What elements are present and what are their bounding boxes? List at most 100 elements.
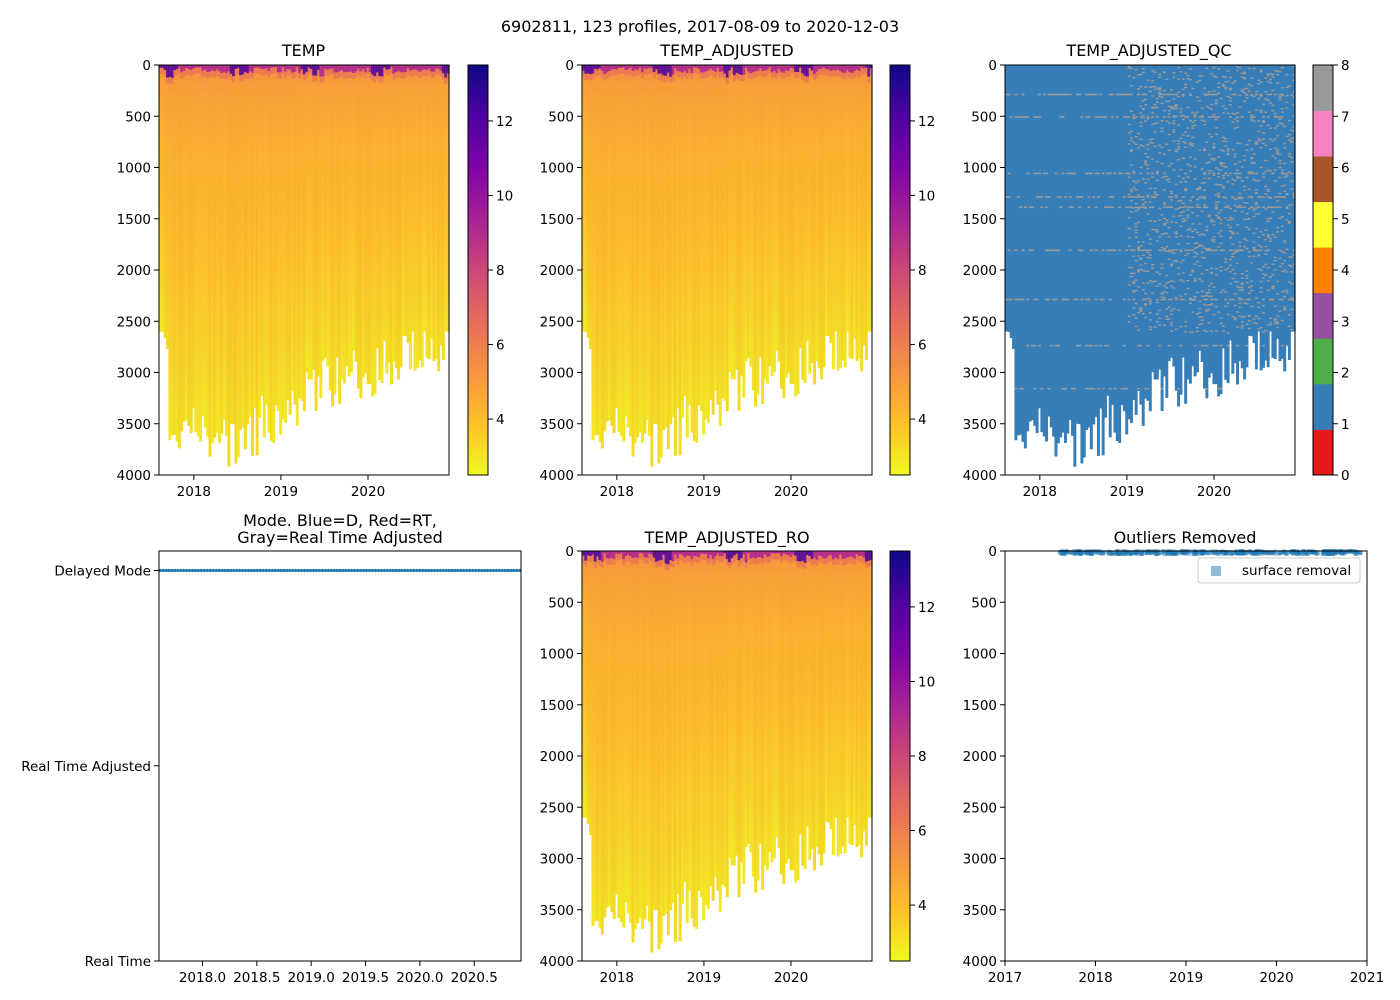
qc-flag-cell xyxy=(1292,297,1296,300)
outlier-point xyxy=(1324,551,1329,556)
qc-flag-cell xyxy=(1226,95,1230,98)
qc-flag-cell xyxy=(1021,387,1025,390)
temp-adjusted-ro-profile-shade xyxy=(652,551,656,910)
qc-flag-cell xyxy=(1134,136,1138,138)
temp-profile-shade xyxy=(250,65,254,456)
temp-profile-column xyxy=(255,65,259,456)
temp-adjusted-profile-shade xyxy=(615,65,618,409)
temp-adjusted-surface-cell xyxy=(586,65,590,74)
qc-flag-cell xyxy=(1151,176,1155,178)
temp-surface-cell xyxy=(364,65,368,73)
qc-flag-cell xyxy=(1134,236,1138,239)
temp-surface-transition xyxy=(182,70,186,77)
temp-adjusted-surface-transition xyxy=(619,68,623,75)
temp-adjusted-ro-surface-cell xyxy=(709,551,713,556)
qc-flag-cell xyxy=(1231,218,1235,220)
temp-adjusted-ro-surface-transition xyxy=(803,562,807,569)
qc-flag-cell xyxy=(1179,111,1183,113)
qc-flag-cell xyxy=(1191,311,1195,313)
mode-point xyxy=(187,568,192,573)
qc-flag-cell xyxy=(1023,206,1027,209)
qc-flag-cell xyxy=(1207,93,1211,96)
temp-surface-cell xyxy=(250,65,254,73)
mode-point xyxy=(394,568,398,573)
temp-adjusted-profile-column xyxy=(846,65,850,332)
temp-adjusted-surface-transition xyxy=(850,73,854,80)
qc-flag-cell xyxy=(1165,93,1169,96)
qc-flag-cell xyxy=(1290,308,1294,311)
qc-flag-cell xyxy=(1287,119,1291,122)
temp-profile-column xyxy=(243,65,247,450)
temp-adjusted-ro-surface-transition xyxy=(796,561,800,568)
qc-flag-cell xyxy=(1269,240,1273,242)
temp-adjusted-profile-column xyxy=(787,65,791,374)
temp-profile-shade xyxy=(382,65,386,341)
qc-flag-cell xyxy=(1052,249,1056,252)
qc-flag-cell xyxy=(1134,116,1138,118)
qc-flag-cell xyxy=(1139,121,1143,124)
temp-profile-column xyxy=(342,65,346,384)
qc-flag-cell xyxy=(1179,279,1183,281)
qc-flag-cell xyxy=(1172,131,1176,133)
outlier-point xyxy=(1128,551,1133,556)
qc-flag-cell xyxy=(1132,255,1136,257)
qc-flag-cell xyxy=(1162,203,1166,205)
qc-flag-cell xyxy=(1200,322,1204,325)
qc-flag-cell xyxy=(1193,124,1197,126)
temp-adjusted-ro-surface-transition xyxy=(730,557,734,565)
qc-profile-column xyxy=(1219,65,1223,395)
qc-flag-cell xyxy=(1273,115,1277,117)
qc-flag-cell xyxy=(1089,249,1093,252)
qc-flag-cell xyxy=(1219,163,1223,166)
qc-flag-cell xyxy=(1236,262,1240,264)
qc-flag-cell xyxy=(1160,102,1164,105)
temp-adjusted-surface-transition xyxy=(827,69,831,76)
temp-adjusted-ro-surface-transition xyxy=(683,557,687,564)
qc-flag-cell xyxy=(1137,93,1140,96)
temp-adjusted-ro-profile-column xyxy=(820,551,824,866)
temp-surface-cell xyxy=(291,65,294,73)
temp-adjusted-surface-cell xyxy=(678,65,682,72)
qc-flag-cell xyxy=(1155,87,1159,90)
qc-flag-cell xyxy=(1191,121,1195,124)
qc-flag-cell xyxy=(1139,258,1143,260)
temp-surface-transition xyxy=(375,72,379,79)
qc-profile-column xyxy=(1061,65,1065,433)
temp-surface-transition xyxy=(378,76,382,83)
qc-flag-cell xyxy=(1174,196,1178,198)
temp-surface-cell xyxy=(267,65,271,71)
qc-flag-cell xyxy=(1191,331,1195,333)
temp-adjusted-ytick-label: 2000 xyxy=(540,263,574,279)
mode-point xyxy=(406,568,410,573)
temp-profile-column xyxy=(305,65,309,373)
temp-adjusted-surface-transition xyxy=(747,71,750,78)
qc-flag-cell xyxy=(1191,271,1195,273)
qc-flag-cell xyxy=(1252,179,1256,181)
qc-flag-cell xyxy=(1280,291,1284,293)
temp-profile-column xyxy=(262,65,266,438)
temp-adjusted-ro-surface-transition xyxy=(768,555,772,563)
qc-flag-cell xyxy=(1165,221,1169,224)
qc-flag-cell xyxy=(1167,206,1171,209)
qc-flag-cell xyxy=(1030,206,1034,209)
temp-adjusted-ro-surface-transition xyxy=(659,560,663,567)
panel-mode: Mode. Blue=D, Red=RT, Gray=Real Time Adj… xyxy=(21,511,522,986)
qc-flag-cell xyxy=(1226,152,1230,155)
outliers-xtick-label: 2020 xyxy=(1259,970,1293,986)
mode-point xyxy=(193,568,198,573)
qc-flag-cell xyxy=(1221,162,1225,164)
qc-flag-cell xyxy=(1160,146,1164,149)
mode-point xyxy=(173,568,177,573)
qc-profile-column xyxy=(1007,65,1011,333)
mode-point xyxy=(347,568,351,573)
outlier-point xyxy=(1200,549,1205,554)
qc-flag-cell xyxy=(1174,298,1178,301)
qc-flag-cell xyxy=(1214,208,1218,210)
temp-adjusted-profile-column xyxy=(747,65,750,358)
qc-profile-column xyxy=(1101,65,1105,456)
temp-adjusted-surface-cell xyxy=(730,65,734,68)
qc-flag-cell xyxy=(1155,122,1159,124)
temp-adjusted-profile-column xyxy=(808,65,812,374)
temp-surface-cell xyxy=(441,65,445,74)
